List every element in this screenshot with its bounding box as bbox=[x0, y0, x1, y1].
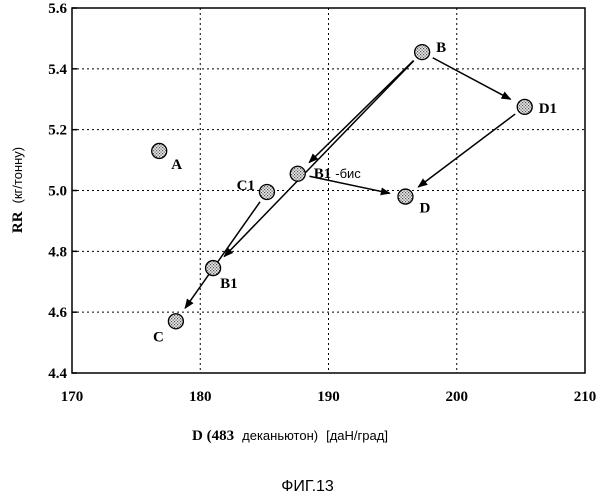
point-label-C1: C1 bbox=[237, 178, 255, 194]
y-tick-label: 5.6 bbox=[48, 1, 67, 17]
point-labels: ABD1C1B1-бисDB1C bbox=[153, 40, 557, 345]
x-tick-label: 180 bbox=[189, 389, 212, 405]
point-C bbox=[168, 314, 183, 329]
y-tick-label: 5.2 bbox=[48, 123, 67, 139]
y-tick-label: 5.0 bbox=[48, 184, 67, 200]
figure-caption: ФИГ.13 bbox=[0, 478, 615, 496]
point-label-text: C1 bbox=[237, 178, 255, 194]
point-A bbox=[152, 143, 167, 158]
y-tick-label: 4.4 bbox=[48, 366, 67, 382]
x-tick-label: 190 bbox=[317, 389, 340, 405]
point-label-D: D bbox=[419, 201, 430, 217]
x-axis-label-unit: [даН/град] bbox=[326, 428, 388, 443]
data-points bbox=[152, 45, 533, 329]
y-axis-label-unit: (кг/тонну) bbox=[10, 147, 25, 204]
point-label-B: B bbox=[436, 40, 446, 56]
arrow-B-to-B1 bbox=[224, 61, 414, 257]
point-label-B1bis: B1-бис bbox=[314, 166, 362, 182]
point-label-text: C bbox=[153, 329, 164, 345]
arrow-D1-to-D bbox=[418, 114, 515, 187]
x-tick-label: 210 bbox=[574, 389, 597, 405]
grid bbox=[72, 8, 585, 373]
arrow-B-to-B1bis bbox=[309, 60, 413, 162]
point-label-suffix: -бис bbox=[335, 166, 361, 181]
point-D1 bbox=[517, 99, 532, 114]
point-C1 bbox=[259, 185, 274, 200]
x-axis-label: D (483 деканьютон) [даН/град] bbox=[192, 427, 388, 444]
arrow-B-to-D1 bbox=[433, 58, 511, 100]
point-D bbox=[398, 189, 413, 204]
x-axis-label-unit-word: деканьютон) bbox=[242, 428, 318, 443]
point-B1bis bbox=[290, 166, 305, 181]
arrow-C1-to-C bbox=[185, 202, 260, 308]
point-label-A: A bbox=[171, 157, 182, 173]
point-label-text: B bbox=[436, 40, 446, 56]
scatter-chart: 170 180 190 200 210 4.4 4.6 4.8 5.0 5.2 5.4 5.6 A B D… bbox=[0, 0, 615, 470]
point-label-text: A bbox=[171, 157, 182, 173]
y-tick-label: 5.4 bbox=[48, 62, 67, 78]
axis-ticks: 170 180 190 200 210 4.4 4.6 4.8 5.0 5.2 5.4 5.6 bbox=[48, 1, 596, 405]
x-tick-label: 170 bbox=[61, 389, 84, 405]
arrows bbox=[185, 58, 515, 308]
point-label-text: D1 bbox=[539, 101, 557, 117]
point-label-D1: D1 bbox=[539, 101, 557, 117]
y-axis-label-main: RR bbox=[10, 211, 26, 233]
point-label-text: D bbox=[419, 201, 430, 217]
point-label-text: B1 bbox=[220, 276, 238, 292]
y-tick-label: 4.8 bbox=[48, 244, 67, 260]
y-axis-label: RR (кг/тонну) bbox=[9, 147, 26, 233]
point-label-B1: B1 bbox=[220, 276, 238, 292]
point-label-C: C bbox=[153, 329, 164, 345]
point-label-text: B1 bbox=[314, 166, 332, 182]
x-axis-label-main: D (483 bbox=[192, 428, 234, 444]
point-B bbox=[415, 45, 430, 60]
x-tick-label: 200 bbox=[446, 389, 469, 405]
y-tick-label: 4.6 bbox=[48, 305, 67, 321]
point-B1 bbox=[206, 261, 221, 276]
